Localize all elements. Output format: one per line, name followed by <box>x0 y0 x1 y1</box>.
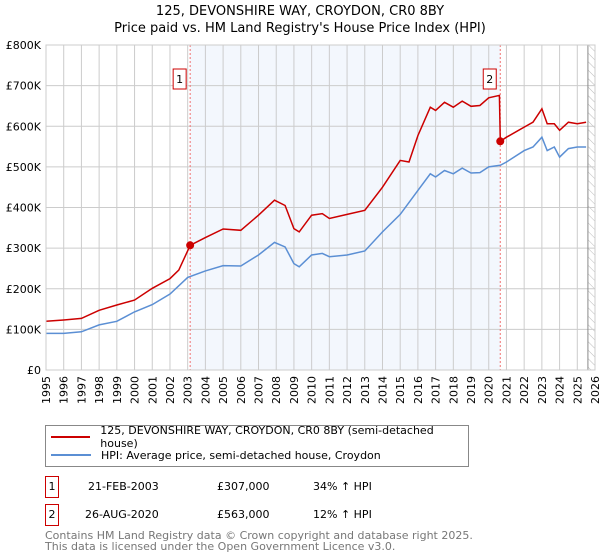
y-tick-label: £600K <box>6 120 42 133</box>
price-chart: 1995 1996 1997 1998 1999 2000 2001 2002 2003 2004… <box>6 39 600 404</box>
transaction-marker: 1 <box>45 476 59 498</box>
transaction-row: 1 21-FEB-2003 £307,000 34% ↑ HPI <box>45 476 545 498</box>
x-tick-label: 2015 <box>394 376 407 404</box>
x-tick-label: 1998 <box>93 376 106 404</box>
transaction-row: 2 26-AUG-2020 £563,000 12% ↑ HPI <box>45 504 545 526</box>
legend-swatch-blue <box>51 454 91 456</box>
transaction-date: 21-FEB-2003 <box>88 480 159 493</box>
transaction-marker: 2 <box>45 504 59 526</box>
y-tick-label: £400K <box>6 202 42 215</box>
x-tick-label: 2012 <box>341 376 354 404</box>
x-tick-label: 2017 <box>430 376 443 404</box>
x-tick-label: 2022 <box>518 376 531 404</box>
x-tick-label: 2010 <box>306 376 319 404</box>
x-tick-label: 2000 <box>129 376 142 404</box>
x-tick-label: 2002 <box>164 376 177 404</box>
legend-item-hpi: HPI: Average price, semi-detached house,… <box>46 447 381 463</box>
x-tick-label: 2018 <box>447 376 460 404</box>
footer-licence: This data is licensed under the Open Gov… <box>45 540 396 553</box>
footer: Contains HM Land Registry data © Crown c… <box>45 530 473 552</box>
x-tick-label: 1995 <box>40 376 53 404</box>
plot-border <box>45 44 596 371</box>
legend-swatch-red <box>51 436 91 438</box>
sale-point <box>496 137 505 146</box>
y-tick-label: £500K <box>6 161 42 174</box>
x-tick-label: 2009 <box>288 376 301 404</box>
sale-label-box <box>172 68 187 90</box>
x-tick-label: 2007 <box>253 376 266 404</box>
transaction-hpi: 34% ↑ HPI <box>313 480 372 493</box>
y-tick-label: £800K <box>6 39 42 52</box>
x-tick-label: 1999 <box>111 376 124 404</box>
x-tick-label: 2011 <box>323 376 336 404</box>
legend: 125, DEVONSHIRE WAY, CROYDON, CR0 8BY (s… <box>45 424 469 467</box>
x-tick-label: 2008 <box>270 376 283 404</box>
x-tick-label: 2006 <box>235 376 248 404</box>
y-tick-label: £0 <box>27 364 41 377</box>
series-line <box>45 94 587 323</box>
y-tick-label: £700K <box>6 80 42 93</box>
y-tick-label: £300K <box>6 242 42 255</box>
x-tick-label: 2013 <box>359 376 372 404</box>
x-tick-label: 2004 <box>199 376 212 404</box>
sale-label: 1 <box>176 73 183 86</box>
x-tick-label: 1996 <box>58 376 71 404</box>
footer-copyright: Contains HM Land Registry data © Crown c… <box>45 529 473 542</box>
transaction-hpi: 12% ↑ HPI <box>313 508 372 521</box>
series-line <box>46 135 587 335</box>
legend-label: HPI: Average price, semi-detached house,… <box>101 448 381 462</box>
x-tick-label: 2001 <box>146 376 159 404</box>
transaction-price: £563,000 <box>217 508 270 521</box>
x-tick-label: 2003 <box>182 376 195 404</box>
x-tick-label: 2026 <box>589 376 600 404</box>
sale-point <box>186 241 195 250</box>
sale-label: 2 <box>486 73 493 86</box>
sale-label-box <box>482 68 497 90</box>
x-tick-label: 2024 <box>554 376 567 404</box>
legend-label: 125, DEVONSHIRE WAY, CROYDON, CR0 8BY (s… <box>100 424 434 450</box>
legend-item-property: 125, DEVONSHIRE WAY, CROYDON, CR0 8BY (s… <box>46 424 468 450</box>
chart-subtitle: Price paid vs. HM Land Registry's House … <box>114 21 486 36</box>
transaction-date: 26-AUG-2020 <box>85 508 159 521</box>
x-tick-label: 2005 <box>217 376 230 404</box>
x-tick-label: 2019 <box>465 376 478 404</box>
x-tick-label: 2016 <box>412 376 425 404</box>
chart-title: 125, DEVONSHIRE WAY, CROYDON, CR0 8BY <box>155 4 445 19</box>
transaction-price: £307,000 <box>217 480 270 493</box>
x-tick-label: 2023 <box>536 376 549 404</box>
y-tick-label: £100K <box>6 323 42 336</box>
y-tick-label: £200K <box>6 283 42 296</box>
x-tick-label: 2020 <box>483 376 496 404</box>
x-tick-label: 1997 <box>75 376 88 404</box>
x-tick-label: 2014 <box>376 376 389 404</box>
x-tick-label: 2021 <box>500 376 513 404</box>
x-tick-label: 2025 <box>571 376 584 404</box>
